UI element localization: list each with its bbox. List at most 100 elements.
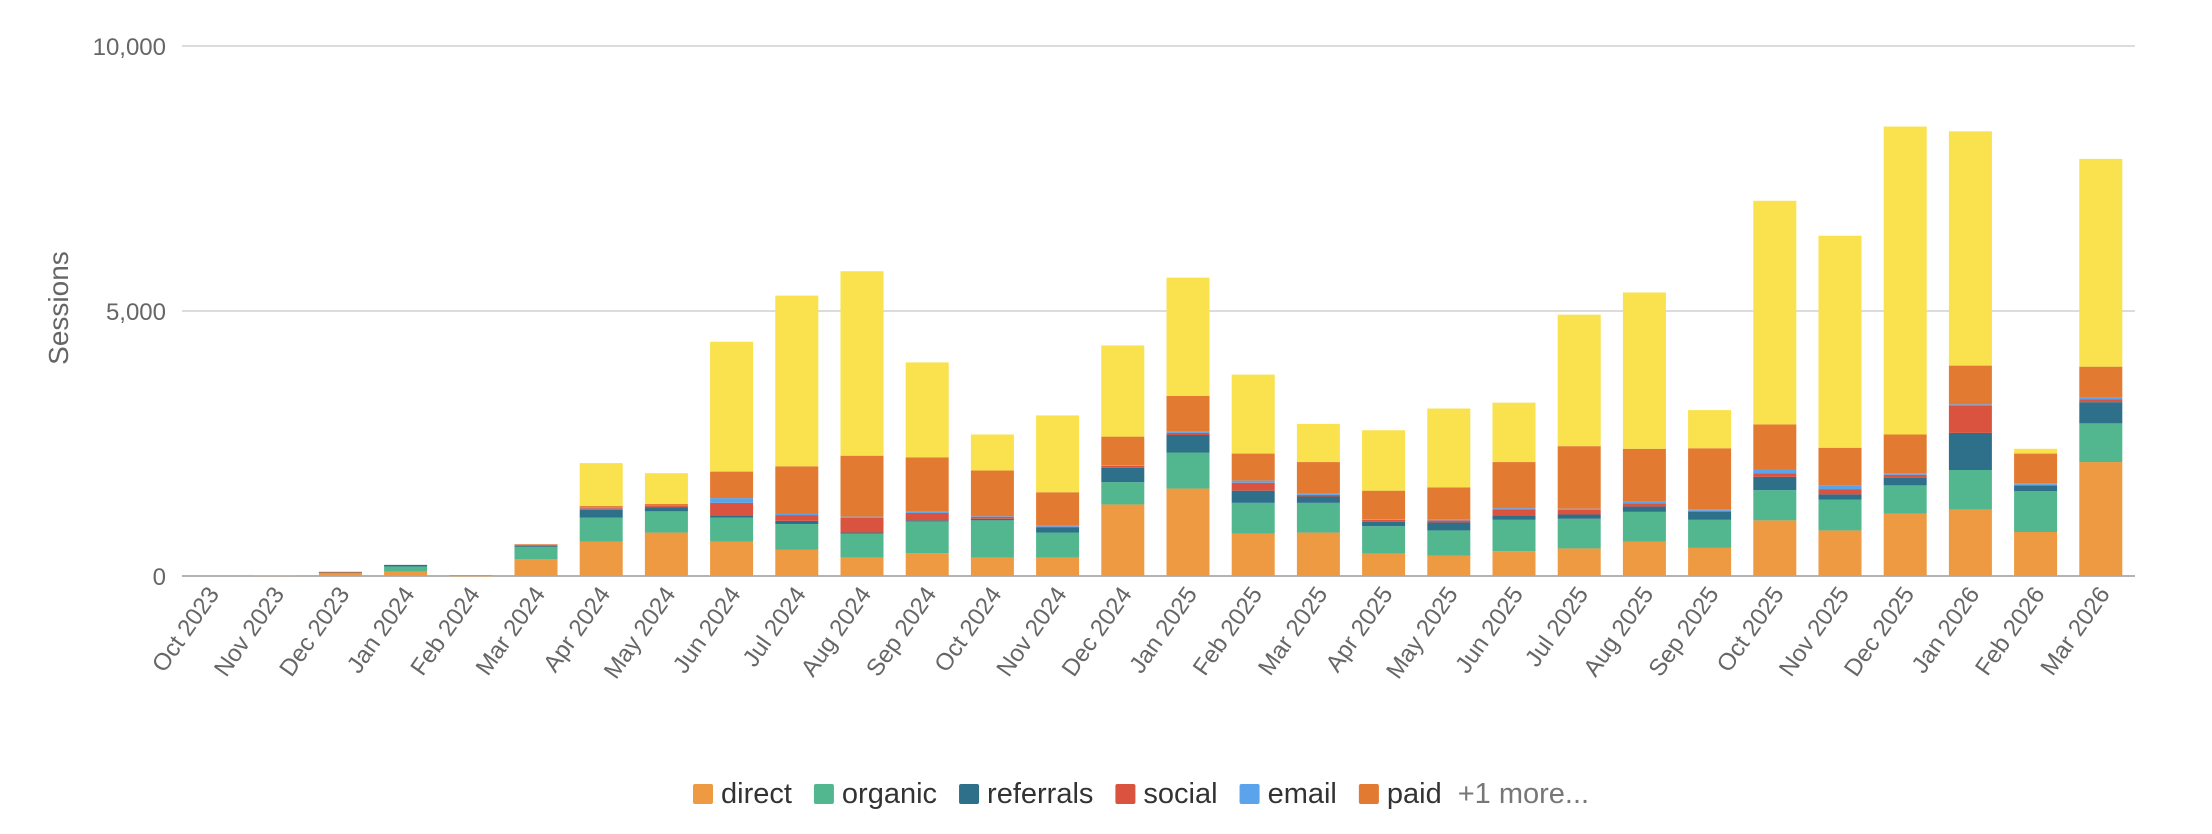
bar-segment-social[interactable] [1166,432,1210,436]
bar-segment-paid[interactable] [1753,424,1797,470]
bar-segment-social[interactable] [1427,520,1471,523]
bar-segment-paid[interactable] [905,457,949,512]
bar-segment-email[interactable] [970,516,1014,517]
bar-stack[interactable] [970,434,1014,576]
bar-segment-direct[interactable] [905,553,949,576]
bar-stack[interactable] [905,362,949,576]
bar-segment-paid[interactable] [318,571,362,573]
bar-segment-organic[interactable] [1557,518,1601,549]
bar-segment-email[interactable] [1818,485,1862,490]
bar-segment-referrals[interactable] [710,515,754,518]
bar-segment-organic[interactable] [514,546,558,560]
bar-segment-direct[interactable] [1622,541,1666,576]
bar-segment-referrals[interactable] [1688,511,1732,520]
bar-stack[interactable] [449,575,493,577]
bar-segment-referrals[interactable] [1753,476,1797,491]
bar-stack[interactable] [2014,448,2058,576]
bar-segment-referrals[interactable] [1101,467,1145,483]
bar-segment-referrals[interactable] [2079,402,2123,424]
bar-segment-social[interactable] [1492,509,1536,516]
bar-segment-series-6[interactable] [1557,314,1601,447]
bar-segment-referrals[interactable] [775,520,819,525]
bar-segment-direct[interactable] [644,532,688,576]
bar-segment-organic[interactable] [1688,519,1732,548]
bar-segment-organic[interactable] [1883,485,1927,514]
bar-stack[interactable] [1296,423,1340,576]
bar-segment-paid[interactable] [579,506,623,508]
bar-stack[interactable] [1818,235,1862,576]
bar-segment-direct[interactable] [1557,548,1601,576]
bar-segment-direct[interactable] [318,573,362,576]
bar-segment-direct[interactable] [1296,532,1340,576]
bar-segment-social[interactable] [1622,503,1666,507]
bar-stack[interactable] [1166,277,1210,576]
bar-segment-referrals[interactable] [1362,521,1406,527]
bar-segment-paid[interactable] [1492,462,1536,509]
bar-segment-direct[interactable] [1231,533,1275,576]
bar-segment-social[interactable] [1688,510,1732,512]
bar-segment-social[interactable] [905,512,949,521]
bar-segment-referrals[interactable] [1883,477,1927,486]
bar-segment-organic[interactable] [1166,452,1210,489]
bar-segment-series-6[interactable] [710,341,754,472]
bar-segment-referrals[interactable] [1231,490,1275,503]
bar-stack[interactable] [1753,200,1797,576]
bar-segment-email[interactable] [1948,404,1992,406]
bar-segment-email[interactable] [1688,509,1732,511]
bar-stack[interactable] [514,544,558,576]
bar-segment-organic[interactable] [1362,526,1406,554]
bar-segment-paid[interactable] [1101,436,1145,466]
bar-segment-direct[interactable] [514,559,558,576]
bar-segment-social[interactable] [1753,473,1797,477]
bar-segment-paid[interactable] [1818,447,1862,486]
bar-segment-referrals[interactable] [1427,522,1471,531]
bar-segment-referrals[interactable] [579,509,623,518]
bar-segment-social[interactable] [1036,526,1080,528]
bar-stack[interactable] [253,575,297,577]
bar-segment-paid[interactable] [1948,365,1992,405]
bar-stack[interactable] [1036,415,1080,576]
bar-segment-series-6[interactable] [1622,292,1666,449]
bar-segment-email[interactable] [1231,480,1275,483]
bar-segment-email[interactable] [1036,525,1080,527]
bar-segment-organic[interactable] [1101,482,1145,505]
bar-segment-organic[interactable] [905,521,949,554]
bar-segment-email[interactable] [579,507,623,509]
bar-segment-social[interactable] [1818,489,1862,495]
bar-segment-social[interactable] [1883,474,1927,478]
bar-segment-direct[interactable] [1036,557,1080,576]
bar-segment-paid[interactable] [710,471,754,499]
bar-segment-series-6[interactable] [970,434,1014,471]
bar-segment-social[interactable] [1296,494,1340,497]
bar-segment-social[interactable] [1362,519,1406,522]
bar-segment-series-6[interactable] [1101,345,1145,437]
bar-segment-series-6[interactable] [1036,415,1080,493]
bar-segment-series-6[interactable] [1362,430,1406,491]
bar-segment-email[interactable] [1362,519,1406,520]
bar-segment-organic[interactable] [970,520,1014,558]
bar-segment-social[interactable] [644,506,688,508]
bar-segment-paid[interactable] [1427,487,1471,520]
bar-stack[interactable] [1362,430,1406,576]
legend-item-paid[interactable]: paid [1358,778,1442,810]
bar-segment-organic[interactable] [775,524,819,550]
bar-segment-organic[interactable] [1622,511,1666,542]
bar-segment-direct[interactable] [2079,462,2123,576]
bar-segment-referrals[interactable] [2014,485,2058,492]
bar-segment-paid[interactable] [2014,453,2058,484]
bar-stack[interactable] [1231,374,1275,576]
bar-segment-series-6[interactable] [2014,448,2058,454]
bar-segment-organic[interactable] [1036,532,1080,558]
bar-segment-social[interactable] [710,502,754,516]
bar-segment-series-6[interactable] [1948,131,1992,366]
bar-segment-email[interactable] [905,511,949,513]
bar-segment-social[interactable] [775,515,819,521]
bar-segment-email[interactable] [1557,508,1601,510]
bar-segment-paid[interactable] [970,470,1014,517]
bar-segment-referrals[interactable] [514,545,558,547]
bar-segment-paid[interactable] [1296,462,1340,494]
bar-segment-series-6[interactable] [1231,374,1275,454]
bar-segment-social[interactable] [970,516,1014,519]
bar-stack[interactable] [1948,131,1992,576]
bar-segment-series-6[interactable] [2079,158,2123,367]
